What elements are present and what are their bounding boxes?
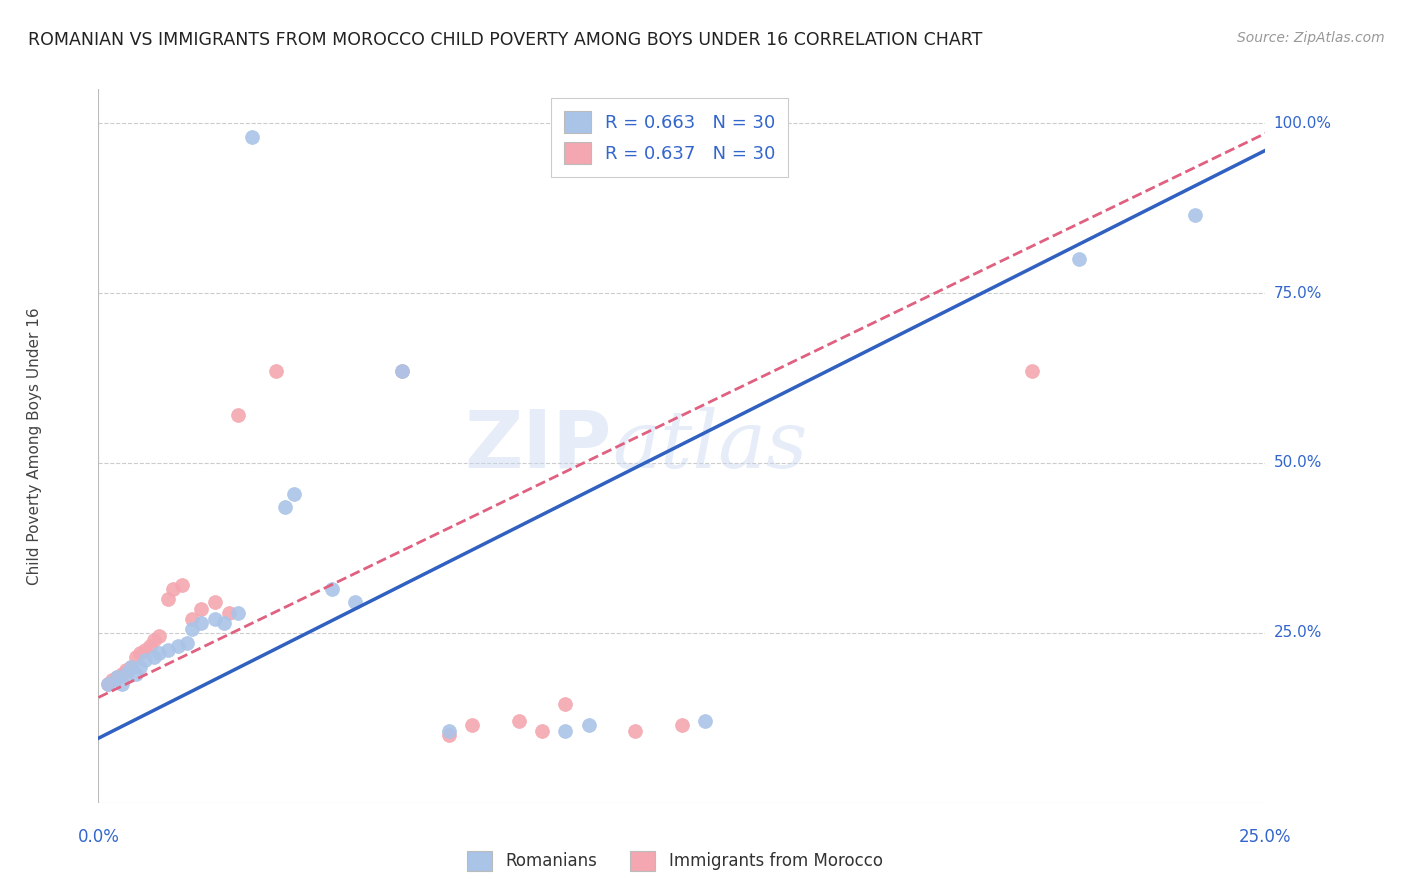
Point <box>111 677 134 691</box>
Point <box>508 714 530 729</box>
Point <box>391 364 413 378</box>
Point <box>157 591 180 606</box>
Point <box>134 643 156 657</box>
Text: 50.0%: 50.0% <box>1274 456 1322 470</box>
Point <box>242 129 264 144</box>
Point <box>148 646 170 660</box>
Point <box>172 578 194 592</box>
Text: 25.0%: 25.0% <box>1239 828 1292 846</box>
Point <box>180 612 202 626</box>
Point <box>101 673 124 688</box>
Point <box>228 409 250 423</box>
Point <box>125 666 148 681</box>
Point <box>624 724 647 739</box>
Text: ZIP: ZIP <box>464 407 612 485</box>
Point <box>391 364 413 378</box>
Text: ROMANIAN VS IMMIGRANTS FROM MOROCCO CHILD POVERTY AMONG BOYS UNDER 16 CORRELATIO: ROMANIAN VS IMMIGRANTS FROM MOROCCO CHIL… <box>28 31 983 49</box>
Point <box>218 606 240 620</box>
Point <box>1021 364 1043 378</box>
Point <box>578 717 600 731</box>
Point <box>671 717 693 731</box>
Text: 0.0%: 0.0% <box>77 828 120 846</box>
Point <box>148 629 170 643</box>
Point <box>97 677 120 691</box>
Text: Child Poverty Among Boys Under 16: Child Poverty Among Boys Under 16 <box>27 307 42 585</box>
Point <box>274 500 297 515</box>
Point <box>134 653 156 667</box>
Point <box>1184 208 1206 222</box>
Point <box>111 666 134 681</box>
Point <box>283 486 305 500</box>
Legend: R = 0.663   N = 30, R = 0.637   N = 30: R = 0.663 N = 30, R = 0.637 N = 30 <box>551 98 789 177</box>
Point <box>530 724 553 739</box>
Point <box>228 606 250 620</box>
Point <box>115 666 138 681</box>
Point <box>1067 252 1090 266</box>
Point <box>105 670 128 684</box>
Point <box>180 623 202 637</box>
Text: 25.0%: 25.0% <box>1274 625 1322 640</box>
Point <box>554 724 576 739</box>
Point <box>115 663 138 677</box>
Point <box>695 714 717 729</box>
Point <box>321 582 343 596</box>
Text: atlas: atlas <box>612 408 807 484</box>
Point <box>162 582 184 596</box>
Point <box>437 728 460 742</box>
Point <box>157 643 180 657</box>
Legend: Romanians, Immigrants from Morocco: Romanians, Immigrants from Morocco <box>458 842 891 880</box>
Point <box>143 632 166 647</box>
Point <box>204 595 226 609</box>
Text: 100.0%: 100.0% <box>1274 116 1331 131</box>
Point <box>97 677 120 691</box>
Point <box>214 615 236 630</box>
Point <box>139 640 162 654</box>
Point <box>344 595 367 609</box>
Point <box>190 602 212 616</box>
Point <box>129 660 152 674</box>
Point <box>437 724 460 739</box>
Text: 75.0%: 75.0% <box>1274 285 1322 301</box>
Point <box>120 660 142 674</box>
Point <box>264 364 287 378</box>
Point <box>461 717 484 731</box>
Point <box>554 698 576 712</box>
Point <box>143 649 166 664</box>
Point <box>190 615 212 630</box>
Text: Source: ZipAtlas.com: Source: ZipAtlas.com <box>1237 31 1385 45</box>
Point <box>204 612 226 626</box>
Point <box>129 646 152 660</box>
Point <box>105 670 128 684</box>
Point <box>125 649 148 664</box>
Point <box>120 660 142 674</box>
Point <box>176 636 198 650</box>
Point <box>166 640 188 654</box>
